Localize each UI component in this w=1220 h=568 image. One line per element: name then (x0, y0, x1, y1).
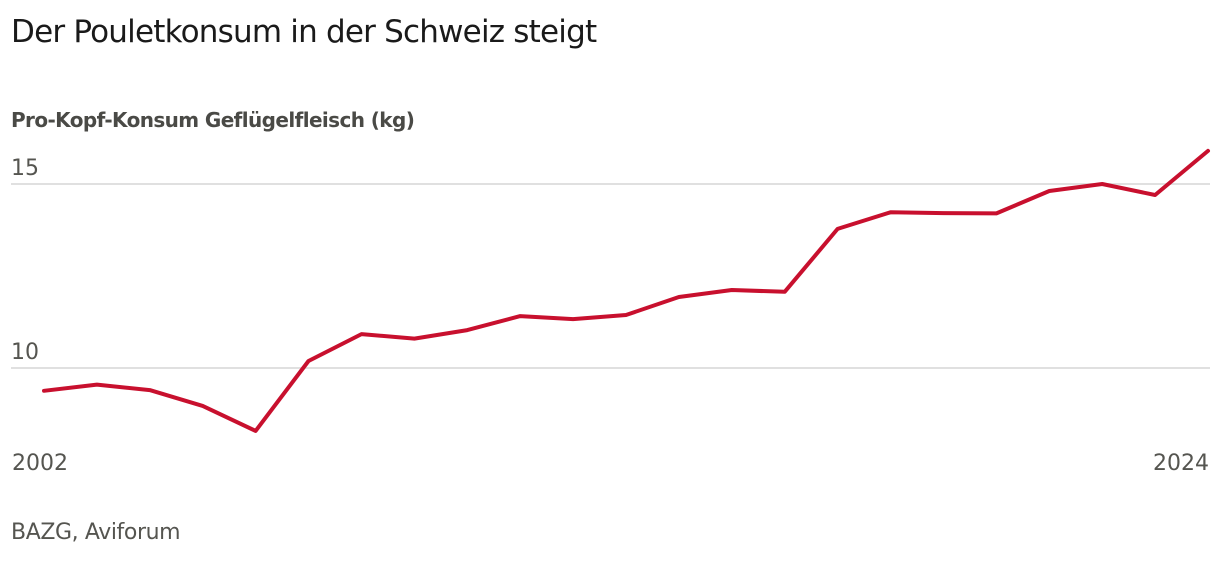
y-tick-15: 15 (11, 156, 39, 181)
x-axis-labels: 2002 2024 (12, 451, 1209, 476)
y-tick-10: 10 (11, 340, 39, 365)
source-note: BAZG, Aviforum (11, 520, 181, 545)
x-tick-start: 2002 (12, 451, 68, 476)
x-tick-end: 2024 (1153, 451, 1209, 476)
chart-subtitle: Pro-Kopf-Konsum Geflügelfleisch (kg) (11, 108, 415, 132)
data-line (42, 148, 1210, 433)
gridlines (11, 183, 1210, 369)
chart-title: Der Pouletkonsum in der Schweiz steigt (11, 14, 597, 50)
y-axis-labels: 15 10 (11, 156, 39, 365)
